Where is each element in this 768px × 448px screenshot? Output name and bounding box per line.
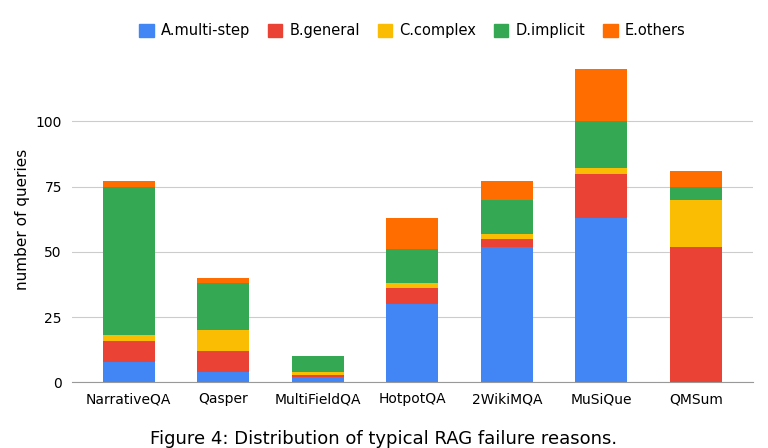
Bar xyxy=(197,330,249,351)
Bar xyxy=(481,181,533,200)
Bar xyxy=(197,351,249,372)
Bar xyxy=(197,278,249,283)
Bar xyxy=(575,168,627,173)
Legend: A.multi-step, B.general, C.complex, D.implicit, E.others: A.multi-step, B.general, C.complex, D.im… xyxy=(133,17,691,44)
Y-axis label: number of queries: number of queries xyxy=(15,149,30,290)
Bar xyxy=(670,200,722,246)
Bar xyxy=(575,121,627,168)
Bar xyxy=(575,218,627,383)
Bar xyxy=(481,200,533,233)
Text: Figure 4: Distribution of typical RAG failure reasons.: Figure 4: Distribution of typical RAG fa… xyxy=(151,430,617,448)
Bar xyxy=(386,289,439,304)
Bar xyxy=(481,239,533,246)
Bar xyxy=(386,283,439,289)
Bar xyxy=(670,186,722,200)
Bar xyxy=(386,304,439,383)
Bar xyxy=(103,340,154,362)
Bar xyxy=(197,283,249,330)
Bar xyxy=(670,246,722,383)
Bar xyxy=(292,377,344,383)
Bar xyxy=(197,372,249,383)
Bar xyxy=(575,69,627,121)
Bar xyxy=(103,186,154,336)
Bar xyxy=(103,181,154,186)
Bar xyxy=(575,173,627,218)
Bar xyxy=(481,246,533,383)
Bar xyxy=(292,356,344,372)
Bar xyxy=(670,171,722,186)
Bar xyxy=(386,249,439,283)
Bar xyxy=(481,233,533,239)
Bar xyxy=(292,372,344,375)
Bar xyxy=(386,218,439,249)
Bar xyxy=(103,336,154,340)
Bar xyxy=(292,375,344,377)
Bar xyxy=(103,362,154,383)
